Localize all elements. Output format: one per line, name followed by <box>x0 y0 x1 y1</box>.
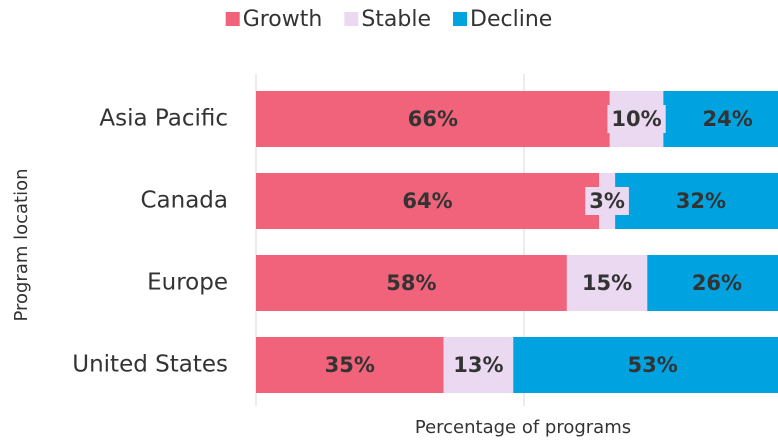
data-label-background <box>623 351 682 379</box>
data-label-background <box>382 269 441 297</box>
data-label: 15% <box>582 271 632 295</box>
legend-label: Growth <box>243 7 323 32</box>
data-label-background <box>687 269 747 297</box>
data-label: 26% <box>692 271 742 295</box>
data-label-background <box>577 269 637 297</box>
data-label-background <box>449 351 508 379</box>
legend-label: Decline <box>470 7 552 32</box>
legend-swatch <box>225 12 240 26</box>
data-label: 10% <box>611 107 661 131</box>
data-label: 3% <box>589 189 625 213</box>
data-label-background <box>585 187 629 215</box>
data-label: 13% <box>453 353 503 377</box>
category-label: Asia Pacific <box>99 106 228 132</box>
legend-swatch <box>344 12 359 26</box>
data-label-background <box>403 105 463 133</box>
legend: Growth Stable Decline <box>225 7 552 32</box>
category-label: Canada <box>140 188 228 214</box>
data-label-background <box>698 105 757 133</box>
data-label: 32% <box>676 189 726 213</box>
data-label: 64% <box>402 189 452 213</box>
legend-swatch <box>453 12 468 26</box>
y-axis-label: Program location <box>11 168 32 321</box>
data-label-background <box>398 187 457 215</box>
data-label-background <box>320 351 379 379</box>
category-label: United States <box>72 352 228 378</box>
category-label: Europe <box>147 270 228 296</box>
data-label: 35% <box>325 353 375 377</box>
data-label: 53% <box>628 353 678 377</box>
data-label-background <box>607 105 666 133</box>
data-label: 58% <box>386 271 436 295</box>
data-label: 66% <box>408 107 458 131</box>
legend-label: Stable <box>361 7 431 32</box>
x-axis-label: Percentage of programs <box>415 417 631 438</box>
data-label-background <box>671 187 731 215</box>
data-label: 24% <box>703 107 753 131</box>
